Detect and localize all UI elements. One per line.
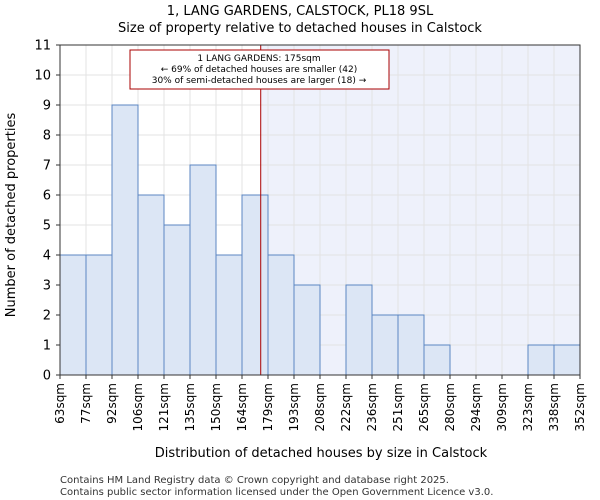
y-tick-label: 0 — [43, 369, 51, 384]
x-tick-label: 309sqm — [495, 383, 509, 431]
annotation-frame — [129, 49, 390, 90]
footer-line-1: Contains HM Land Registry data © Crown c… — [60, 475, 449, 486]
annotation-box: 1 LANG GARDENS: 175sqm ← 69% of detached… — [129, 49, 390, 90]
bars — [59, 104, 581, 376]
y-tick-label: 2 — [43, 309, 51, 324]
x-tick-label: 222sqm — [339, 383, 353, 431]
x-tick-label: 280sqm — [443, 383, 457, 431]
bar — [137, 194, 165, 376]
chart-subtitle: Size of property relative to detached ho… — [118, 21, 482, 36]
y-tick-label: 11 — [34, 39, 51, 54]
y-tick-label: 10 — [34, 69, 51, 84]
y-tick-label: 6 — [43, 189, 51, 204]
bar — [423, 344, 451, 376]
y-tick-label: 8 — [43, 129, 51, 144]
bar — [111, 104, 139, 376]
y-tick-label: 3 — [43, 279, 51, 294]
annotation-line-3: 30% of semi-detached houses are larger (… — [152, 76, 367, 86]
x-axis-ticks: 63sqm 77sqm 92sqm 106sqm 121sqm 135sqm 150sqm 1… — [53, 375, 587, 431]
x-tick-label: 294sqm — [469, 383, 483, 431]
bar — [163, 224, 191, 376]
bar — [59, 254, 87, 376]
y-axis-ticks: 0 1 2 3 4 5 6 7 8 9 10 11 — [34, 39, 60, 384]
x-tick-label: 150sqm — [209, 383, 223, 431]
bar — [553, 344, 581, 376]
bar — [345, 284, 373, 376]
x-tick-label: 251sqm — [391, 383, 405, 431]
x-tick-label: 208sqm — [313, 383, 327, 431]
y-tick-label: 5 — [43, 219, 51, 234]
x-tick-label: 92sqm — [105, 383, 119, 424]
x-tick-label: 265sqm — [417, 383, 431, 431]
x-tick-label: 63sqm — [53, 383, 67, 424]
y-tick-label: 7 — [43, 159, 51, 174]
bar — [85, 254, 113, 376]
x-tick-label: 77sqm — [79, 383, 93, 424]
annotation-line-2: ← 69% of detached houses are smaller (42… — [161, 65, 358, 75]
x-tick-label: 121sqm — [157, 383, 171, 431]
x-tick-label: 135sqm — [183, 383, 197, 431]
bar — [189, 164, 217, 376]
annotation-line-1: 1 LANG GARDENS: 175sqm — [197, 54, 320, 64]
bar — [267, 254, 295, 376]
bar — [397, 314, 425, 376]
chart-title: 1, LANG GARDENS, CALSTOCK, PL18 9SL — [167, 4, 434, 19]
x-tick-label: 352sqm — [573, 383, 587, 431]
x-axis-label: Distribution of detached houses by size … — [155, 446, 488, 461]
y-tick-label: 4 — [43, 249, 51, 264]
y-axis-label: Number of detached properties — [4, 113, 19, 318]
x-tick-label: 106sqm — [131, 383, 145, 431]
y-tick-label: 1 — [43, 339, 51, 354]
bar — [241, 194, 269, 376]
x-tick-label: 323sqm — [521, 383, 535, 431]
x-tick-label: 338sqm — [547, 383, 561, 431]
bar — [293, 284, 321, 376]
footer-line-2: Contains public sector information licen… — [60, 487, 493, 498]
x-tick-label: 179sqm — [261, 383, 275, 431]
x-tick-label: 164sqm — [235, 383, 249, 431]
bar — [371, 314, 399, 376]
y-tick-label: 9 — [43, 99, 51, 114]
bar — [527, 344, 555, 376]
bar — [215, 254, 243, 376]
x-tick-label: 236sqm — [365, 383, 379, 431]
x-tick-label: 193sqm — [287, 383, 301, 431]
